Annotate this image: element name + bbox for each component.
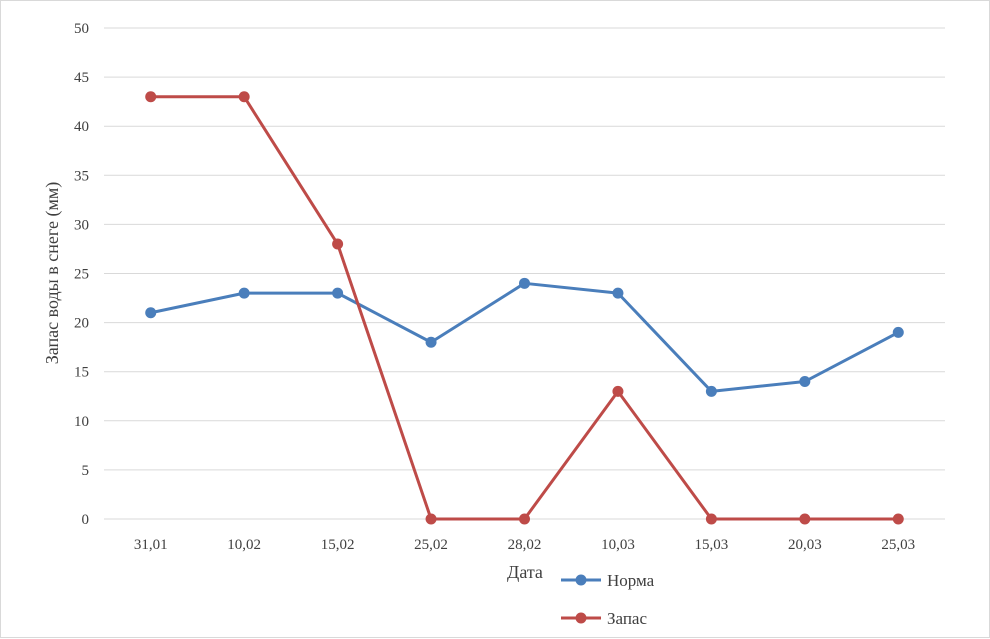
legend: Норма Запас: [561, 571, 655, 628]
series-line: [149, 95, 900, 521]
data-point: [238, 91, 250, 103]
data-point: [425, 513, 437, 525]
x-axis-title: Дата: [507, 562, 543, 582]
series-2: [145, 91, 904, 525]
x-tick-label: 25,02: [414, 537, 448, 553]
data-point: [238, 287, 250, 299]
y-tick-label: 30: [74, 217, 89, 233]
legend-item: Запас: [561, 609, 647, 628]
x-tick-label: 10,02: [227, 537, 261, 553]
y-tick-label: 50: [74, 21, 89, 37]
legend-label: Норма: [607, 571, 655, 590]
data-point: [892, 513, 904, 525]
x-tick-label: 15,02: [321, 537, 355, 553]
y-tick-label: 0: [82, 512, 90, 528]
data-point: [425, 336, 437, 348]
data-point: [892, 326, 904, 338]
data-point: [799, 376, 811, 388]
y-axis-title: Запас воды в снеге (мм): [42, 182, 63, 365]
data-point: [145, 307, 157, 319]
data-point: [705, 385, 717, 397]
x-axis-tick-labels: 31,01 10,02 15,02 25,02 28,02 10,03 15,03 20,03…: [134, 537, 915, 553]
y-tick-label: 40: [74, 119, 89, 135]
legend-item: Норма: [561, 571, 655, 590]
x-tick-label: 15,03: [695, 537, 729, 553]
legend-label: Запас: [607, 609, 647, 628]
y-tick-label: 45: [74, 70, 89, 86]
series-lines: [145, 91, 904, 525]
legend-marker: [575, 612, 587, 624]
x-tick-label: 10,03: [601, 537, 635, 553]
data-point: [332, 287, 344, 299]
y-tick-label: 5: [82, 463, 90, 479]
data-point: [519, 277, 530, 289]
data-point: [799, 513, 811, 525]
gridlines: [104, 27, 945, 520]
x-tick-label: 20,03: [788, 537, 822, 553]
data-point: [612, 385, 624, 397]
data-point: [519, 513, 530, 525]
data-point: [705, 513, 717, 525]
series-1: [145, 277, 904, 397]
y-tick-label: 10: [74, 414, 89, 430]
series-line: [149, 281, 900, 393]
y-axis-tick-labels: 0 5 10 15 20 25 30 35 40 45 50: [74, 21, 89, 528]
y-tick-label: 35: [74, 168, 89, 184]
y-tick-label: 15: [74, 365, 89, 381]
legend-marker: [575, 574, 587, 586]
data-point: [145, 91, 157, 103]
y-tick-label: 20: [74, 316, 89, 332]
data-point: [332, 238, 344, 250]
x-tick-label: 28,02: [508, 537, 542, 553]
x-tick-label: 25,03: [881, 537, 915, 553]
y-tick-label: 25: [74, 267, 89, 283]
x-tick-label: 31,01: [134, 537, 168, 553]
data-point: [612, 287, 624, 299]
